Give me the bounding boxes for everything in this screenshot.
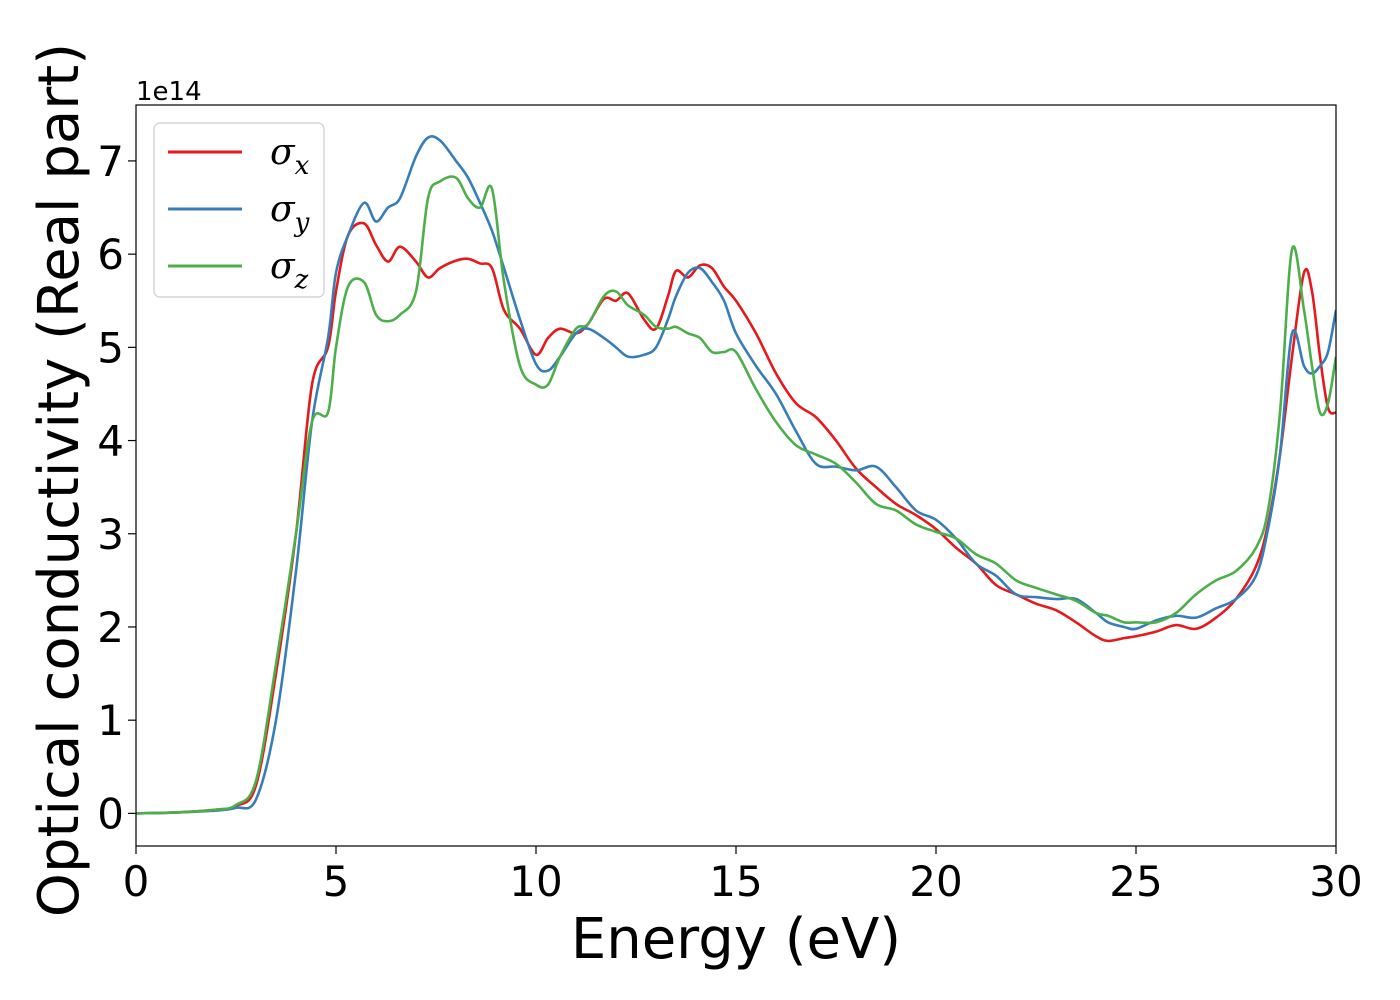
x-tick-label: 20 bbox=[909, 857, 962, 906]
y-axis-label: Optical conductivity (Real part) bbox=[27, 43, 92, 917]
x-tick-label: 0 bbox=[123, 857, 150, 906]
y-tick-label: 4 bbox=[97, 417, 124, 466]
x-tick-label: 15 bbox=[709, 857, 762, 906]
series-line-z bbox=[136, 175, 1336, 815]
y-tick-label: 1 bbox=[97, 696, 124, 745]
y-tick-label: 5 bbox=[97, 323, 124, 372]
y-tick-label: 0 bbox=[97, 789, 124, 838]
x-tick-label: 5 bbox=[323, 857, 350, 906]
y-tick-label: 2 bbox=[97, 603, 124, 652]
y-tick-label: 6 bbox=[97, 230, 124, 279]
y-tick-label: 7 bbox=[97, 137, 124, 186]
x-axis-label: Energy (eV) bbox=[571, 907, 901, 972]
y-axis-ticks: 0 1 2 3 4 5 6 7 bbox=[97, 137, 136, 838]
x-tick-label: 10 bbox=[509, 857, 562, 906]
x-axis-ticks: 0 5 10 15 20 25 30 bbox=[123, 846, 1363, 906]
y-offset-label: 1e14 bbox=[136, 77, 202, 107]
x-tick-label: 25 bbox=[1109, 857, 1162, 906]
series-line-x bbox=[136, 221, 1336, 815]
x-tick-label: 30 bbox=[1309, 857, 1362, 906]
series-layer bbox=[136, 135, 1336, 815]
y-tick-label: 3 bbox=[97, 510, 124, 559]
